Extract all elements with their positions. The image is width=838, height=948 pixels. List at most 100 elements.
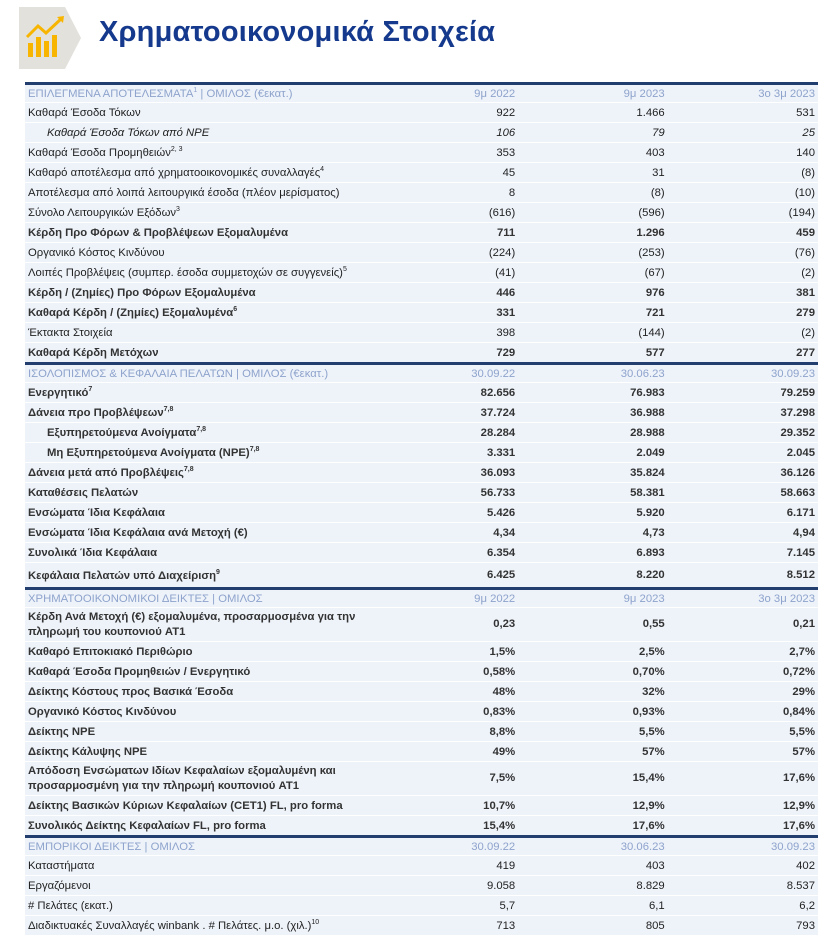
cell-value: 8.220 [518,562,668,589]
footnote-ref: 7,8 [183,466,194,474]
row-label: Λοιπές Προβλέψεις (συμπερ. έσοδα συμμετο… [25,262,369,283]
cell-value: 37.724 [368,402,519,423]
cell-value: 48% [368,681,519,702]
footnote-ref: 5 [342,266,347,274]
cell-value: 2.049 [518,442,668,463]
cell-value: 5,5% [518,721,668,742]
row-label-text: Κεφάλαια Πελατών υπό Διαχείριση [28,569,216,582]
section-title: ΕΠΙΛΕΓΜΕΝΑ ΑΠΟΤΕΛΕΣΜΑΤΑ1 | ΟΜΙΛΟΣ (€εκατ… [25,82,369,103]
row-label-text: Καθαρά Κέρδη / (Ζημίες) Εξομαλυμένα [28,306,234,319]
cell-value: 713 [368,915,519,936]
cell-value: 419 [368,855,519,876]
cell-value: 729 [368,342,519,364]
table-row: Κεφάλαια Πελατών υπό Διαχείριση9 6.425 8.2… [25,562,818,589]
cell-value: 0,93% [518,701,668,722]
table-row: Καθαρό Επιτοκιακό Περιθώριο 1,5% 2,5% 2,7% [25,641,818,662]
row-label: Κέρδη / (Ζημίες) Προ Φόρων Εξομαλυμένα [25,282,369,303]
row-label-text: Καταθέσεις Πελατών [28,486,139,499]
cell-value: 36.126 [667,462,818,483]
cell-value: 3.331 [368,442,519,463]
cell-value: 17,6% [667,761,818,796]
column-header: 9μ 2022 [368,587,519,608]
cell-value: 711 [368,222,519,243]
row-label-text: Καθαρά Έσοδα Προμηθειών / Ενεργητικό [28,665,251,678]
cell-value: (76) [667,242,818,263]
cell-value: 0,72% [667,661,818,682]
table-row: Δείκτης NPE 8,8% 5,5% 5,5% [25,721,818,742]
cell-value: (10) [667,182,818,203]
row-label-text: Αποτέλεσμα από λοιπά λειτουργικά έσοδα (… [28,186,340,199]
cell-value: 17,6% [667,815,818,837]
footnote-ref: 7,8 [249,446,260,454]
row-label-text: Απόδοση Ενσώματων Ιδίων Κεφαλαίων εξομαλ… [28,764,336,792]
row-label: Κέρδη Προ Φόρων & Προβλέψεων Εξομαλυμένα [25,222,369,243]
row-label-text: Διαδικτυακές Συναλλαγές winbank . # Πελά… [28,919,312,932]
cell-value: 4,73 [518,522,668,543]
row-label-text: Ενεργητικό [28,386,89,399]
row-label: Ενεργητικό7 [25,382,369,403]
row-label-text: Καταστήματα [28,859,95,872]
cell-value: 29% [667,681,818,702]
cell-value: 17,6% [518,815,668,837]
table-row: Καθαρά Έσοδα Προμηθειών / Ενεργητικό 0,58… [25,661,818,682]
cell-value: (8) [667,162,818,183]
row-label-text: Καθαρά Έσοδα Τόκων από NPE [47,126,210,139]
row-label-text: Ενσώματα Ίδια Κεφάλαια ανά Μετοχή (€) [28,526,248,539]
table-row: Καταθέσεις Πελατών 56.733 58.381 58.663 [25,482,818,503]
row-label: Δάνεια μετά από Προβλέψεις7,8 [25,462,369,483]
cell-value: 0,83% [368,701,519,722]
cell-value: 0,70% [518,661,668,682]
cell-value: 6.354 [368,542,519,563]
cell-value: 28.284 [368,422,519,443]
row-label: Έκτακτα Στοιχεία [25,322,369,343]
table-row: Κέρδη Ανά Μετοχή (€) εξομαλυμένα, προσαρ… [25,607,818,642]
cell-value: 12,9% [667,795,818,816]
column-header: 30.06.23 [518,362,668,383]
row-label-text: Κέρδη / (Ζημίες) Προ Φόρων Εξομαλυμένα [28,286,256,299]
footnote-ref: 3 [176,206,180,214]
footnote-ref: 2, 3 [170,146,183,154]
table-row: Δάνεια προ Προβλέψεων7,8 37.724 36.988 37.2… [25,402,818,423]
row-label-text: Καθαρά Έσοδα Προμηθειών [28,146,171,159]
table-row: Μη Εξυπηρετούμενα Ανοίγματα (NPE)7,8 3.33… [25,442,818,463]
cell-value: (67) [518,262,668,283]
cell-value: 381 [667,282,818,303]
row-label: Δείκτης NPE [25,721,369,742]
table-row: Καθαρό αποτέλεσμα από χρηματοοικονομικές… [25,162,818,183]
row-label: Καθαρά Έσοδα Προμηθειών2, 3 [25,142,369,163]
row-label-text: Καθαρό αποτέλεσμα από χρηματοοικονομικές… [28,166,321,179]
footnote-ref: 7 [88,386,93,394]
cell-value: 106 [368,122,519,143]
table-row: Εξυπηρετούμενα Ανοίγματα7,8 28.284 28.988 2… [25,422,818,443]
row-label-text: Κέρδη Προ Φόρων & Προβλέψεων Εξομαλυμένα [28,226,289,239]
row-label-text: Μη Εξυπηρετούμενα Ανοίγματα (NPE) [47,446,250,459]
section-title: ΙΣΟΛΟΠΙΣΜΟΣ & ΚΕΦΑΛΑΙΑ ΠΕΛΑΤΩΝ | ΟΜΙΛΟΣ … [25,362,369,383]
table-row: Καθαρά Έσοδα Προμηθειών2, 3 353 403 140 [25,142,818,163]
footnote-ref: 7,8 [163,406,174,414]
section-title-text: ΙΣΟΛΟΠΙΣΜΟΣ & ΚΕΦΑΛΑΙΑ ΠΕΛΑΤΩΝ [28,367,233,380]
cell-value: 446 [368,282,519,303]
row-label: Καθαρό Επιτοκιακό Περιθώριο [25,641,369,662]
row-label: Δάνεια προ Προβλέψεων7,8 [25,402,369,423]
cell-value: (224) [368,242,519,263]
cell-value: 7,5% [368,761,519,796]
cell-value: (596) [518,202,668,223]
cell-value: 277 [667,342,818,364]
cell-value: 4,94 [667,522,818,543]
row-label-text: Λοιπές Προβλέψεις (συμπερ. έσοδα συμμετο… [28,266,343,279]
cell-value: 8,8% [368,721,519,742]
table-row: Καθαρά Κέρδη / (Ζημίες) Εξομαλυμένα6 331 7… [25,302,818,323]
cell-value: 5,5% [667,721,818,742]
section-header: ΕΜΠΟΡΙΚΟΙ ΔΕΙΚΤΕΣ | ΟΜΙΛΟΣ 30.09.22 30.06.… [25,835,818,856]
cell-value: 8.829 [518,875,668,896]
row-label: Συνολικός Δείκτης Κεφαλαίων FL, pro form… [25,815,369,837]
cell-value: 805 [518,915,668,936]
cell-value: 331 [368,302,519,323]
table-row: Εργαζόμενοι 9.058 8.829 8.537 [25,875,818,896]
cell-value: 37.298 [667,402,818,423]
cell-value: 279 [667,302,818,323]
table-row: Κέρδη / (Ζημίες) Προ Φόρων Εξομαλυμένα 44… [25,282,818,303]
cell-value: 15,4% [518,761,668,796]
column-header: 9μ 2023 [518,82,668,103]
row-label: Καθαρό αποτέλεσμα από χρηματοοικονομικές… [25,162,369,183]
